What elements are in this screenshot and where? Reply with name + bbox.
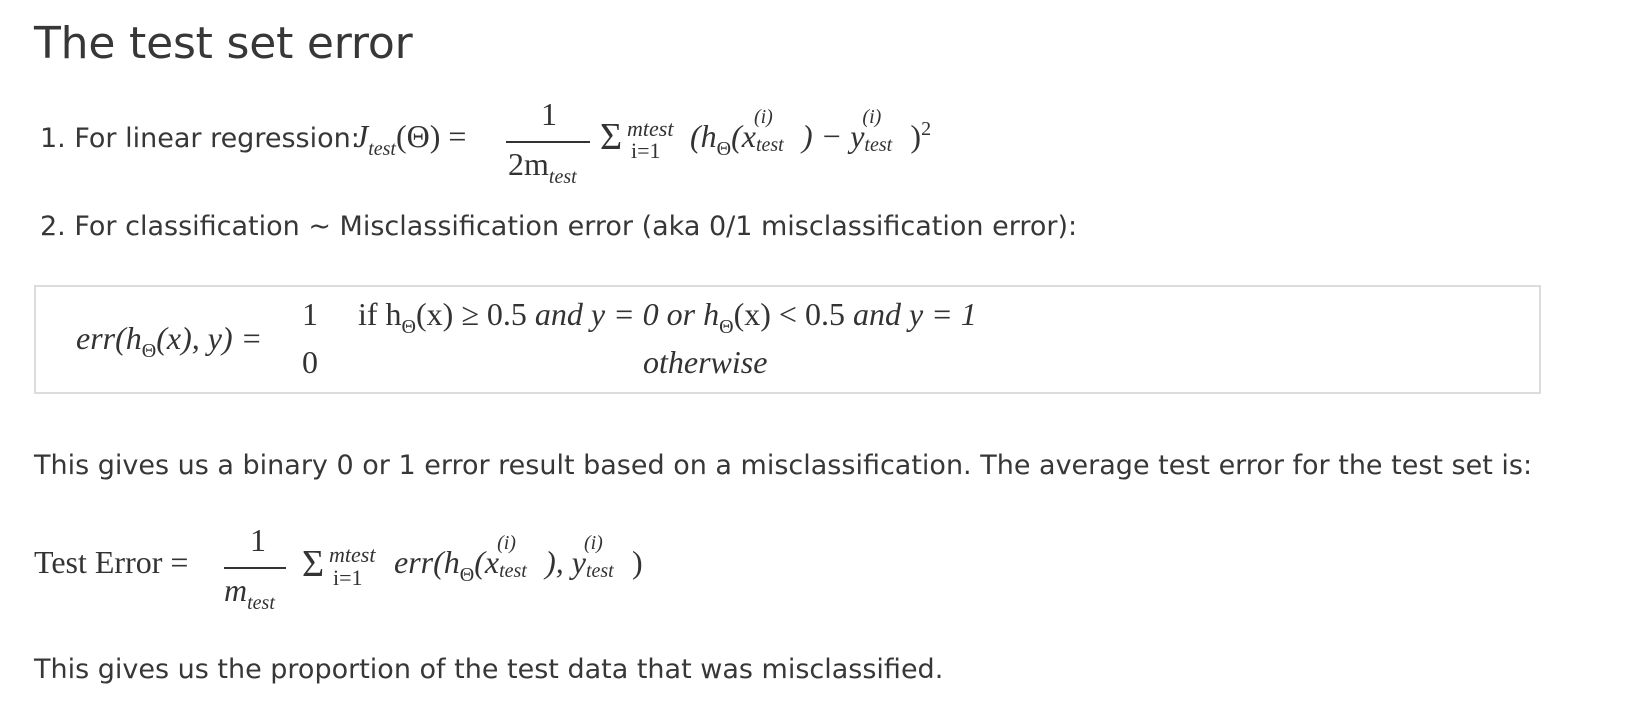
denominator-sub: test — [548, 166, 577, 188]
case-1-sub-2: Θ — [719, 316, 734, 338]
case-2-condition: otherwise — [643, 344, 768, 380]
fraction-numerator: 1 — [541, 96, 557, 132]
case-1-if: if h — [358, 296, 402, 332]
page-title: The test set error — [34, 18, 413, 69]
test-error-x-sup: (i) — [497, 531, 516, 554]
test-error-close: ) — [631, 544, 643, 580]
fraction-bar — [506, 141, 590, 143]
case-1-value: 1 — [302, 296, 318, 332]
case-1-and-1: and — [534, 296, 583, 332]
test-error-sigma: Σ — [302, 543, 325, 585]
summation-sigma: Σ — [600, 116, 623, 158]
case-1-condition: if hΘ(x) ≥ 0.5 and y = 0 or hΘ(x) < 0.5 … — [358, 296, 977, 339]
test-error-body: err(hΘ(x (i) test), y (i) test) — [394, 532, 643, 587]
j-subscript: test — [368, 138, 396, 160]
err-lhs-func: err(h — [76, 320, 142, 356]
denominator-base: 2m — [508, 146, 549, 182]
x-superscript: (i) — [753, 105, 773, 128]
y-subscript: test — [864, 133, 893, 156]
summation-lower: i=1 — [631, 138, 661, 163]
paragraph-proportion: This gives us the proportion of the test… — [34, 654, 944, 685]
summation-upper: mtest — [627, 116, 674, 141]
x-open: (x — [731, 118, 756, 154]
h-subscript: Θ — [716, 138, 732, 160]
close-paren: ) — [910, 118, 922, 154]
error-definition-box — [34, 285, 1541, 394]
item-1-label: 1. For linear regression: — [40, 123, 360, 154]
minus-y: ) − y — [801, 118, 865, 154]
test-error-denominator: mtest — [224, 572, 275, 615]
test-error-y-sup: (i) — [583, 531, 603, 554]
test-error-sum-upper: mtest — [329, 542, 376, 567]
test-error-sum-lower: i=1 — [333, 565, 363, 590]
err-lhs-sub: Θ — [141, 340, 157, 362]
case-1-part-d: (x) < 0.5 — [733, 296, 853, 332]
case-1-and-2: and — [852, 296, 901, 332]
y-superscript: (i) — [862, 105, 882, 128]
test-error-x-open: (x — [474, 544, 500, 580]
err-lhs: err(hΘ(x), y) = — [76, 320, 262, 363]
case-1-part-b: y = 0 — [582, 296, 667, 332]
h-open: (h — [690, 118, 717, 154]
test-error-numerator: 1 — [250, 522, 266, 558]
case-1-sub: Θ — [401, 316, 416, 338]
test-error-err: err(h — [394, 544, 460, 580]
square-exponent: 2 — [921, 118, 932, 140]
test-error-mid: ), y — [545, 544, 586, 580]
test-error-x-sub: test — [499, 559, 527, 582]
x-subscript: test — [755, 133, 784, 156]
theta-argument: (Θ) = — [395, 118, 467, 154]
case-1-part-e: y = 1 — [900, 296, 977, 332]
fraction-denominator: 2mtest — [508, 146, 577, 189]
paragraph-binary-error: This gives us a binary 0 or 1 error resu… — [34, 450, 1533, 481]
case-1-or: or — [666, 296, 696, 332]
err-lhs-rest: (x), y) = — [156, 320, 263, 356]
jtest-formula: Jtest(Θ) = — [354, 118, 466, 161]
item-2-label: 2. For classification ~ Misclassificatio… — [40, 211, 1078, 242]
test-error-lhs: Test Error = — [34, 544, 189, 580]
test-error-fraction-bar — [224, 567, 286, 569]
j-symbol: J — [354, 118, 369, 154]
case-2-value: 0 — [302, 344, 318, 380]
test-error-y-sub: test — [585, 559, 614, 582]
test-error-m: m — [224, 572, 248, 608]
test-error-h-sub: Θ — [459, 564, 475, 586]
case-1-part-a: (x) ≥ 0.5 — [416, 296, 535, 332]
regression-body: (hΘ(x (i) test) − y (i) test)2 — [690, 106, 932, 161]
test-error-m-sub: test — [247, 592, 275, 614]
case-1-part-c: h — [695, 296, 720, 332]
